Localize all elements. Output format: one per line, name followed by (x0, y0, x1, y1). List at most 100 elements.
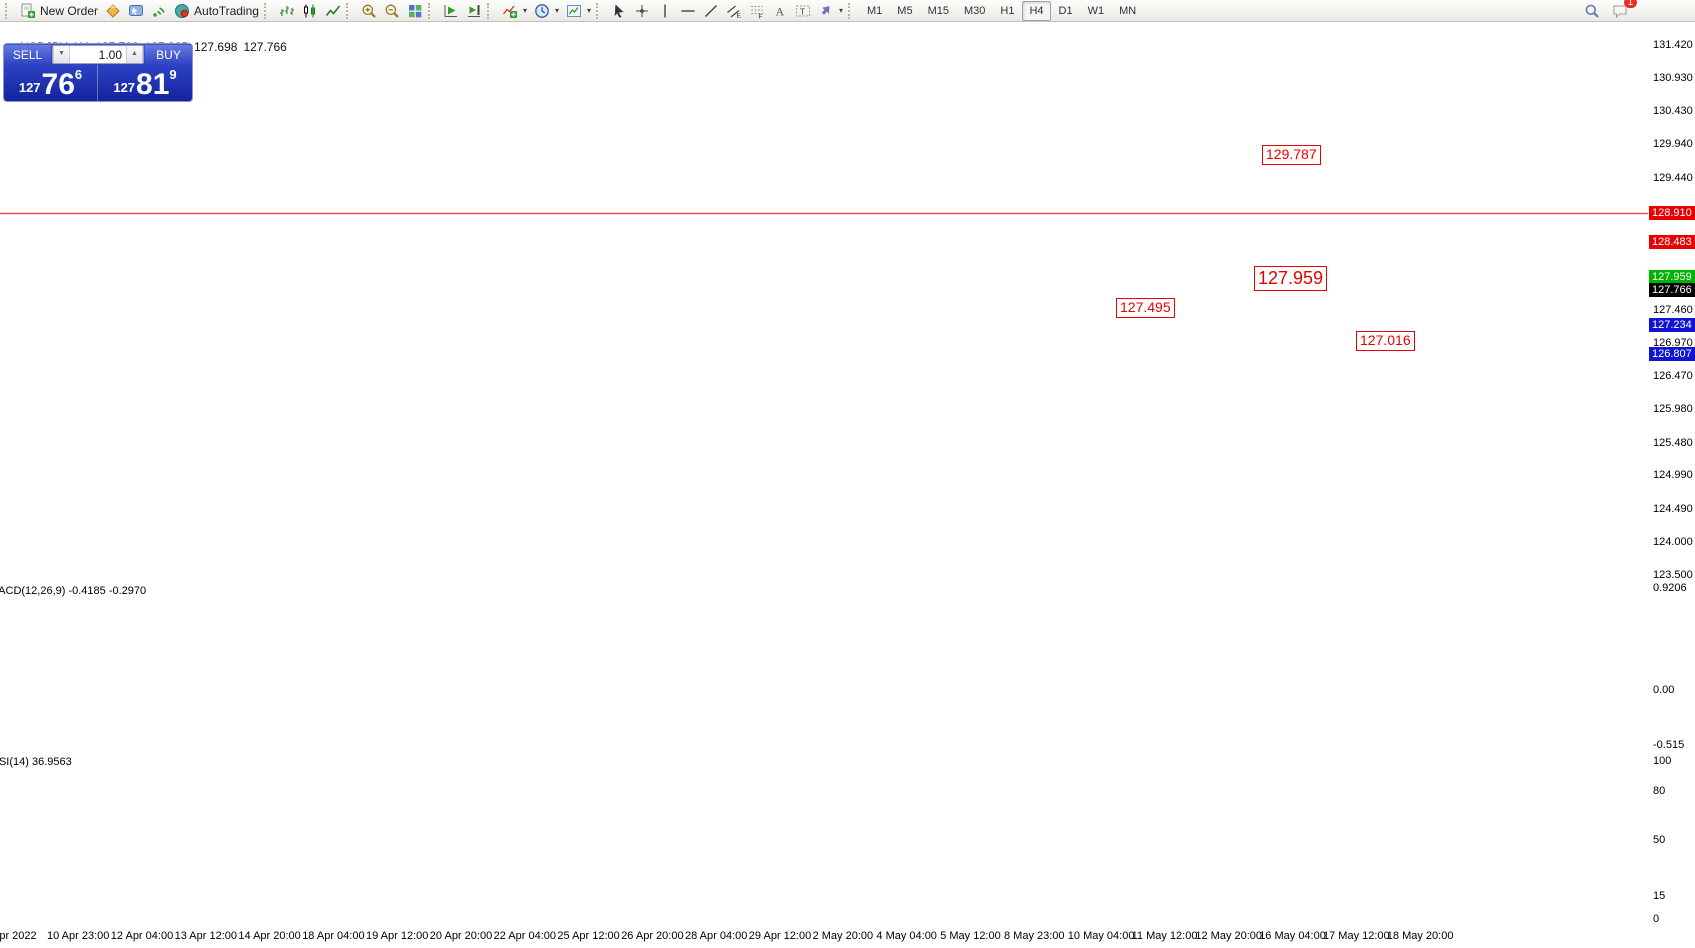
new-order-button[interactable]: New Order (17, 1, 101, 21)
signals-button[interactable] (148, 1, 170, 21)
volume-decrease-button[interactable]: ▼ (53, 46, 70, 63)
toolbar-grip (596, 2, 603, 19)
toolbar-right-icons: 1 (1581, 0, 1691, 21)
time-axis-label: 12 May 20:00 (1195, 930, 1263, 942)
price-tick-label: 124.000 (1653, 535, 1693, 548)
price-annotation[interactable]: 127.959 (1254, 266, 1328, 291)
crosshair-button[interactable] (631, 1, 653, 21)
candlestick-chart-button[interactable] (299, 1, 321, 21)
price-tick-label: 129.940 (1653, 138, 1693, 151)
timeframe-m30[interactable]: M30 (963, 4, 986, 17)
bar-chart-button[interactable] (276, 1, 298, 21)
volume-input[interactable] (70, 46, 126, 63)
price-tick-label: 126.470 (1653, 370, 1693, 383)
arrows-button[interactable]: ▾ (815, 1, 846, 21)
text-icon: A (772, 3, 788, 19)
chevron-down-icon: ▾ (554, 6, 559, 15)
macd-scale-label: -0.515 (1653, 739, 1685, 751)
rsi-scale-label: 50 (1653, 834, 1666, 846)
autotrading-button[interactable]: AutoTrading (171, 1, 262, 21)
sell-price-prefix: 127 (18, 80, 41, 95)
hline-price-badge: 128.910 (1649, 205, 1695, 220)
price-tick-label: 123.500 (1653, 569, 1693, 581)
horizontal-line-button[interactable] (677, 1, 699, 21)
time-axis-label: 10 May 04:00 (1067, 930, 1135, 942)
rsi-scale-label: 100 (1653, 755, 1672, 767)
chart-shift-icon (466, 3, 482, 19)
autotrading-icon (174, 3, 190, 19)
sell-price[interactable]: 127 76 6 (4, 65, 98, 101)
time-axis-label: 8 May 23:00 (1004, 930, 1065, 942)
timeframe-m15[interactable]: M15 (927, 4, 949, 17)
trendline-button[interactable] (700, 1, 722, 21)
macd-scale-label: 0.9206 (1653, 582, 1687, 594)
chart-window-button[interactable] (102, 1, 124, 21)
time-axis-label: 25 Apr 12:00 (557, 930, 620, 942)
buy-button[interactable]: BUY (145, 44, 192, 65)
timeframe-m5[interactable]: M5 (897, 4, 913, 17)
hline-price-badge: 128.483 (1649, 234, 1695, 249)
clock-icon (534, 3, 550, 19)
price-tick-label: 125.980 (1653, 403, 1693, 416)
fibo-icon: F (749, 3, 765, 20)
time-axis-label: 4 May 04:00 (876, 930, 937, 942)
terminal-icon (128, 3, 144, 19)
text-label-button[interactable]: T (792, 1, 814, 21)
hline-price-badge: 127.959 (1649, 269, 1695, 284)
price-annotation[interactable]: 129.787 (1262, 145, 1321, 165)
zoom-out-button[interactable] (381, 1, 403, 21)
vertical-line-button[interactable] (654, 1, 676, 21)
timeframe-m1[interactable]: M1 (867, 4, 883, 17)
sell-button[interactable]: SELL (4, 44, 51, 65)
cursor-button[interactable] (608, 1, 630, 21)
templates-icon (566, 3, 582, 19)
templates-button[interactable]: ▾ (563, 1, 594, 21)
timeframe-d1[interactable]: D1 (1058, 4, 1073, 17)
time-axis-label: 12 Apr 04:00 (110, 930, 174, 942)
price-tick-label: 129.440 (1653, 171, 1693, 184)
timeframe-mn[interactable]: MN (1119, 4, 1137, 17)
price-annotation[interactable]: 127.016 (1356, 331, 1415, 351)
chart-shift-button[interactable] (463, 1, 485, 21)
indicators-button[interactable]: ▾ (499, 1, 530, 21)
tile-windows-button[interactable] (404, 1, 426, 21)
buy-price[interactable]: 127 81 9 (98, 65, 192, 101)
search-icon (1584, 3, 1600, 19)
channel-button[interactable]: E (723, 1, 745, 21)
gold-icon (105, 3, 121, 19)
text-label-icon: T (795, 3, 811, 19)
terminal-button[interactable] (125, 1, 147, 21)
time-axis-label: 19 Apr 12:00 (366, 930, 429, 942)
one-click-trading-widget: SELL ▼ ▲ BUY 127 76 6 127 81 9 (3, 43, 193, 102)
hline-price-badge: 127.234 (1649, 318, 1695, 333)
time-axis-label: 10 Apr 23:00 (47, 930, 110, 942)
svg-text:T: T (800, 6, 805, 16)
rsi-scale-label: 0 (1653, 913, 1660, 925)
search-button[interactable] (1581, 1, 1603, 21)
time-axis-label: 29 Apr 12:00 (748, 930, 812, 942)
volume-increase-button[interactable]: ▲ (126, 46, 143, 63)
price-tick-label: 124.490 (1653, 502, 1693, 515)
line-chart-button[interactable] (322, 1, 344, 21)
chevron-down-icon: ▾ (839, 6, 844, 15)
timeframe-h1[interactable]: H1 (1000, 4, 1015, 17)
time-axis-label: 16 May 04:00 (1259, 930, 1326, 942)
fibonacci-button[interactable]: F (746, 1, 768, 21)
periods-button[interactable]: ▾ (531, 1, 562, 21)
notifications-button[interactable]: 1 (1609, 0, 1637, 21)
price-tick-label: 131.420 (1653, 39, 1693, 51)
time-axis-label: 17 May 12:00 (1323, 930, 1390, 942)
hline-icon (680, 3, 696, 19)
zoom-in-button[interactable] (358, 1, 380, 21)
timeframe-h4[interactable]: H4 (1022, 0, 1051, 21)
hline-price-badge: 126.807 (1649, 346, 1695, 361)
auto-scroll-button[interactable] (440, 1, 462, 21)
rsi-scale-label: 80 (1653, 785, 1666, 797)
price-annotation[interactable]: 127.495 (1116, 298, 1175, 318)
timeframe-w1[interactable]: W1 (1087, 4, 1105, 17)
arrows-icon (818, 3, 834, 19)
zoom-out-icon (384, 3, 400, 19)
trendline-icon (703, 3, 719, 19)
text-button[interactable]: A (769, 1, 791, 21)
